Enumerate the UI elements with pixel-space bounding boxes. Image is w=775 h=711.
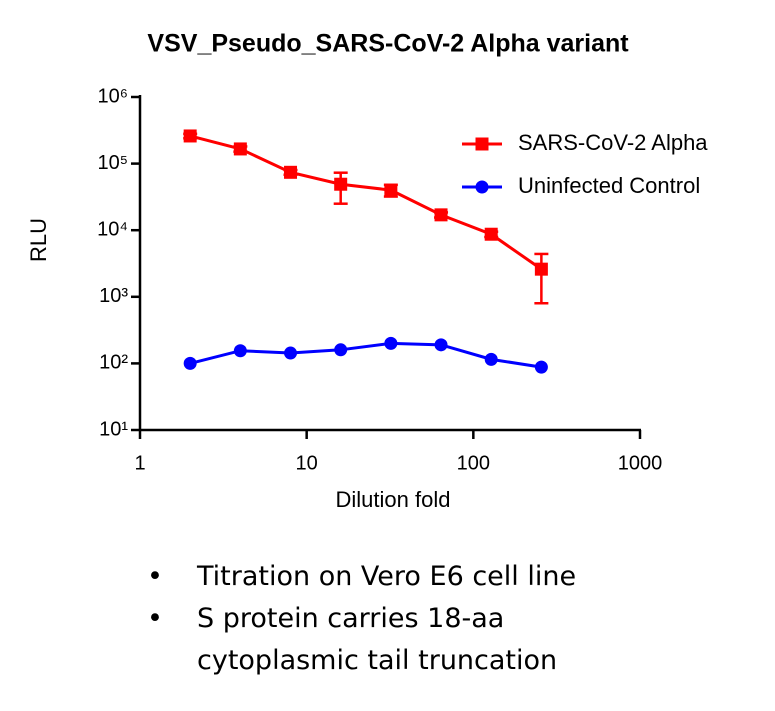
marker	[534, 360, 548, 374]
marker	[434, 208, 448, 222]
series-line	[189, 341, 542, 369]
marker	[233, 344, 247, 358]
marker	[484, 352, 498, 366]
marker	[484, 227, 498, 241]
note: Titration on Vero E6 cell line	[147, 556, 647, 598]
note: S protein carries 18-aa cytoplasmic tail…	[147, 598, 647, 682]
series-line	[189, 134, 543, 271]
y-tick-label: 10⁶	[98, 85, 128, 107]
legend-label: Uninfected Control	[518, 173, 700, 198]
legend-label: SARS-CoV-2 Alpha	[518, 130, 708, 155]
marker	[334, 177, 348, 191]
y-tick-label: 10²	[99, 352, 128, 374]
notes: Titration on Vero E6 cell line S protein…	[145, 556, 647, 682]
x-tick-label: 1000	[618, 452, 663, 474]
y-tick-label: 10¹	[99, 418, 128, 440]
chart-title: VSV_Pseudo_SARS-CoV-2 Alpha variant	[147, 30, 629, 58]
marker	[434, 338, 448, 352]
y-tick-label: 10⁴	[97, 218, 128, 240]
marker	[233, 142, 247, 156]
error-bar	[534, 252, 549, 305]
marker	[384, 183, 398, 197]
marker	[183, 129, 197, 143]
marker	[183, 356, 197, 370]
chart: VSV_Pseudo_SARS-CoV-2 Alpha variant Dilu…	[26, 30, 708, 512]
x-axis-label: Dilution fold	[336, 487, 451, 512]
legend-marker	[475, 180, 489, 194]
legend-marker	[475, 137, 489, 151]
marker	[284, 346, 298, 360]
y-axis-label: RLU	[26, 218, 51, 262]
x-tick-label: 10	[296, 452, 318, 474]
marker	[284, 165, 298, 179]
y-tick-label: 10⁵	[97, 152, 128, 174]
y-tick-label: 10³	[99, 285, 128, 307]
marker	[384, 336, 398, 350]
marker	[534, 262, 548, 276]
x-tick-label: 1	[134, 452, 145, 474]
x-tick-label: 100	[457, 452, 490, 474]
marker	[334, 343, 348, 357]
